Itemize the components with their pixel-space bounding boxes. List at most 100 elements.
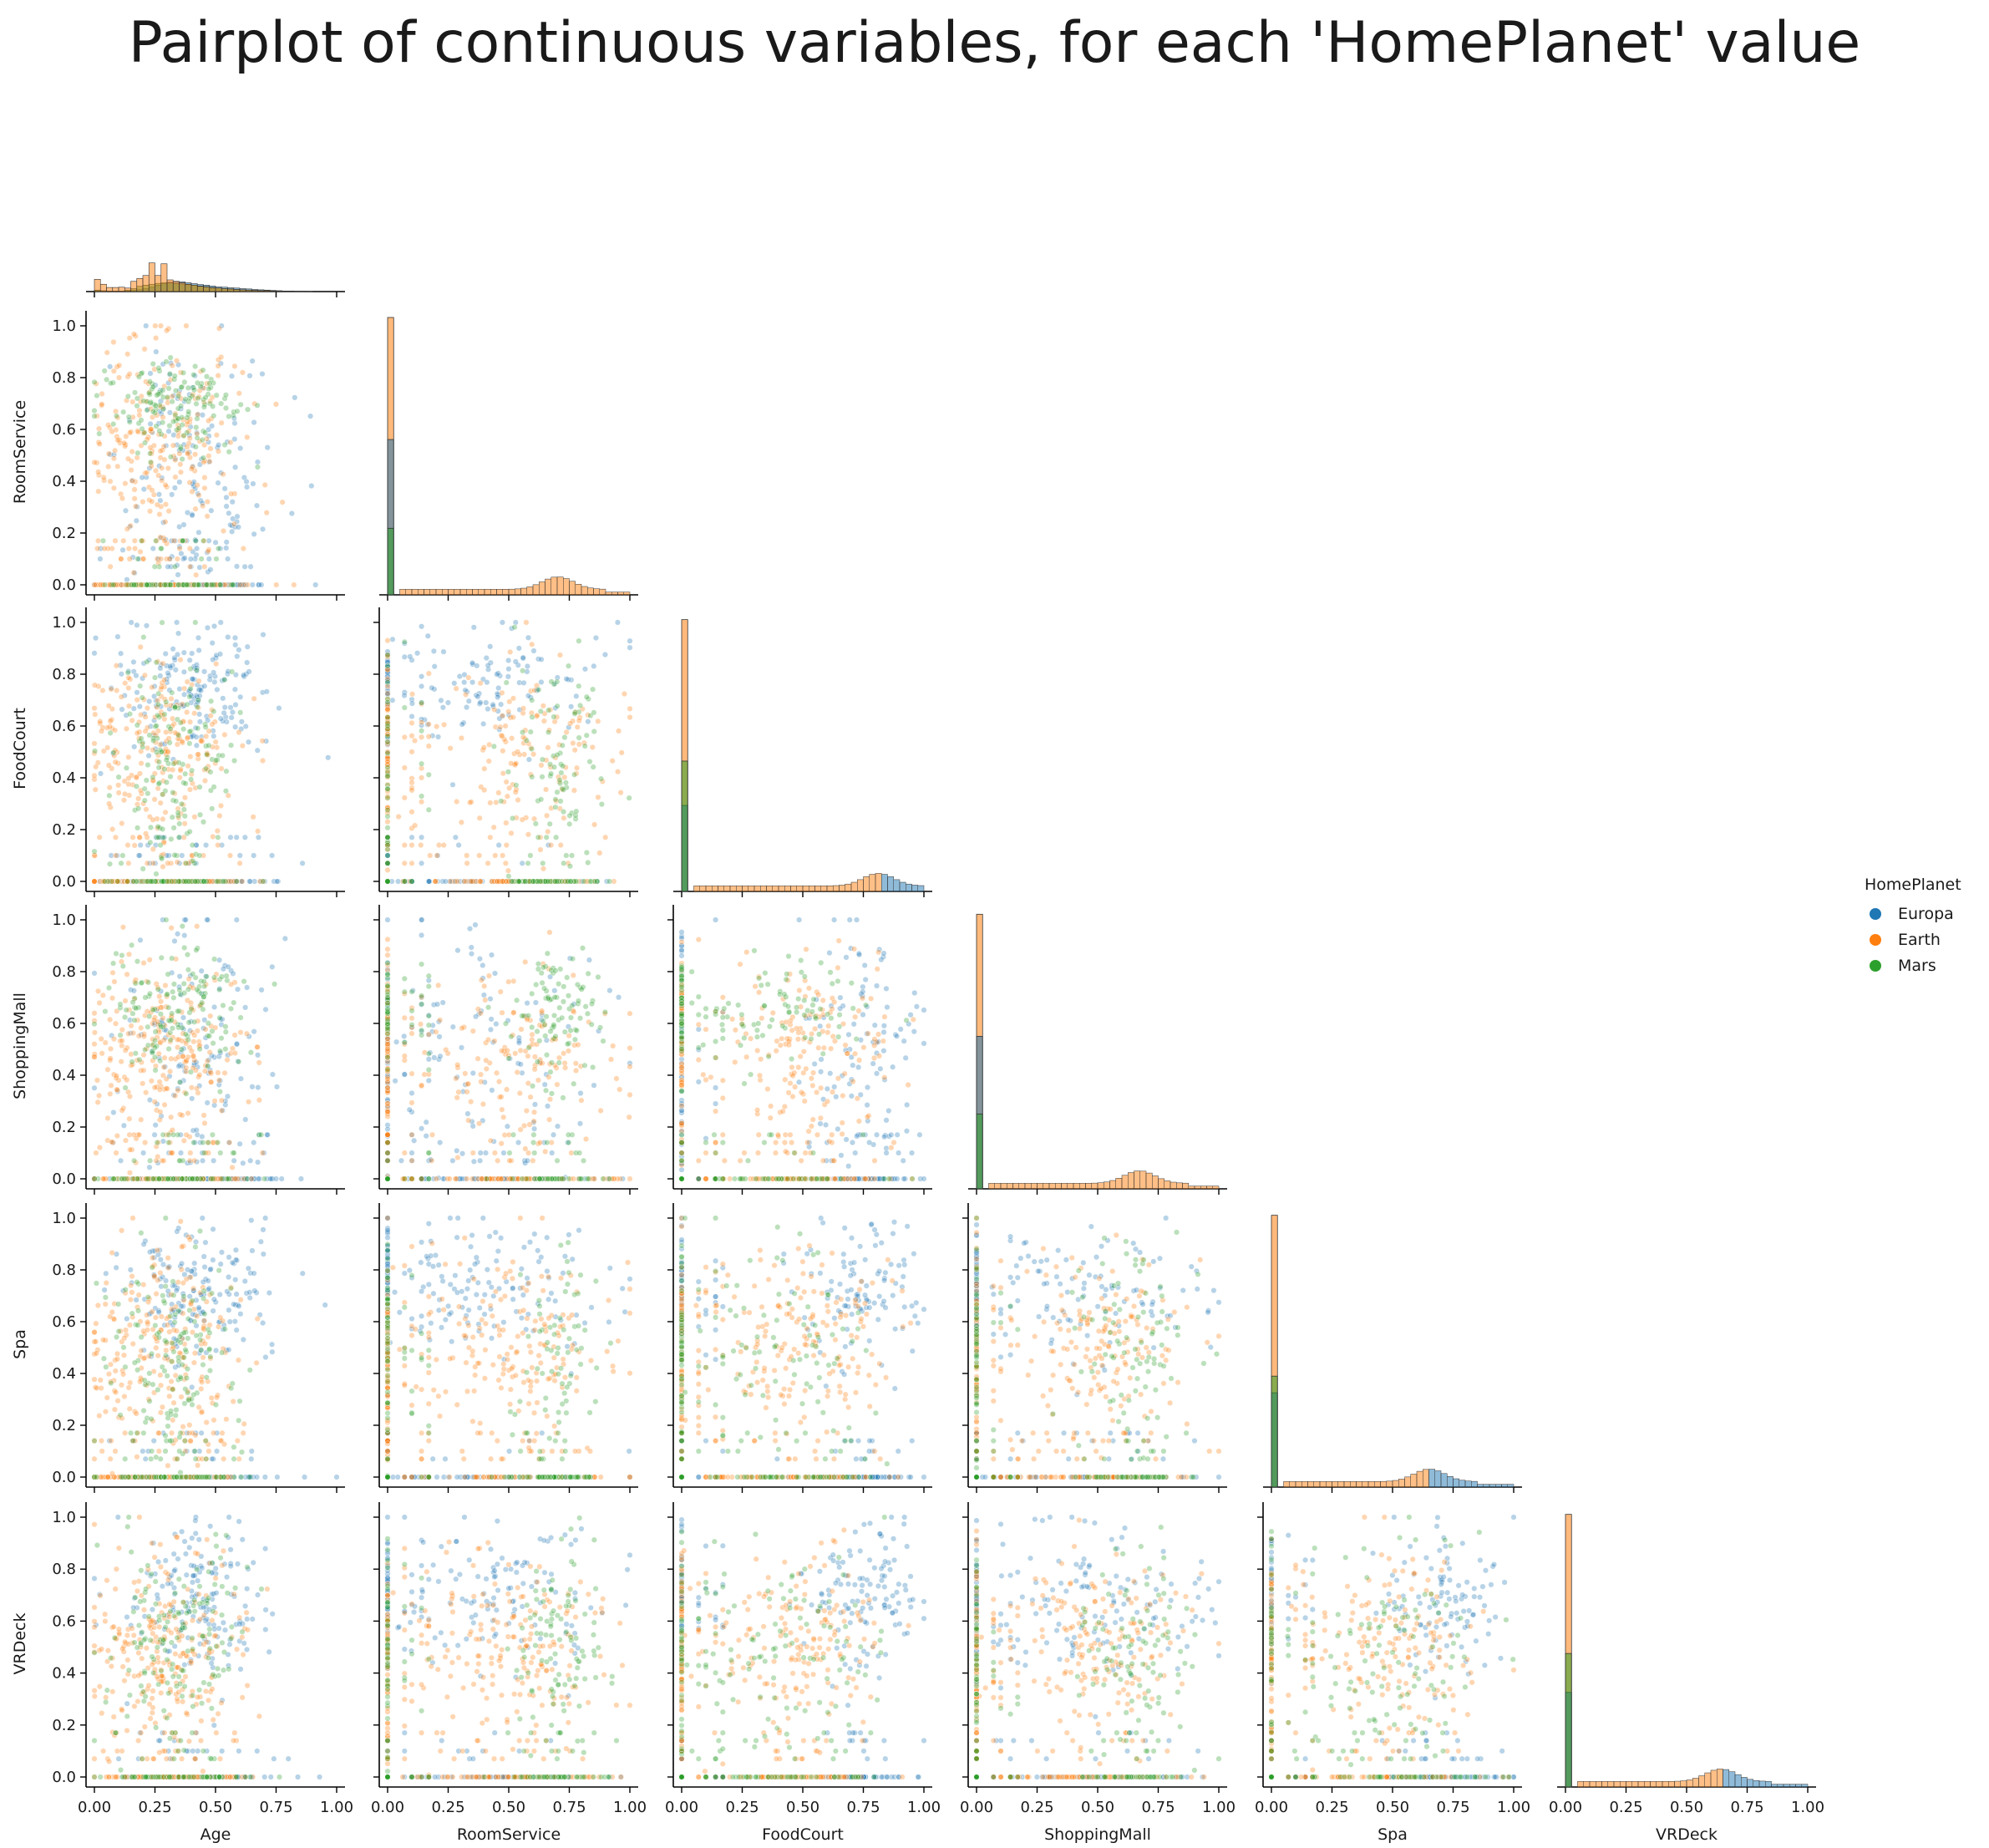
scatter-point [174, 358, 180, 364]
scatter-point [195, 678, 202, 684]
scatter-point [218, 353, 225, 360]
scatter-point [200, 537, 206, 544]
scatter-point [135, 795, 142, 802]
scatter-point [384, 1075, 391, 1082]
scatter-point [260, 878, 266, 885]
scatter-point [135, 852, 142, 859]
scatter-point [91, 581, 98, 588]
scatter-point [269, 852, 276, 859]
scatter-point [176, 1157, 183, 1164]
scatter-point [128, 1023, 134, 1029]
scatter-point [200, 993, 207, 1000]
scatter-point [170, 537, 177, 544]
scatter-point [236, 729, 242, 736]
scatter-point [458, 734, 464, 741]
scatter-point [232, 642, 239, 648]
scatter-point [542, 1033, 549, 1039]
scatter-point [205, 916, 211, 923]
scatter-point [468, 878, 474, 885]
y-axis-label: RoomService [11, 400, 29, 504]
scatter-point [125, 1030, 132, 1037]
scatter-point [143, 830, 150, 837]
scatter-point [222, 404, 229, 411]
scatter-point [425, 743, 432, 749]
scatter-point [741, 1150, 748, 1156]
scatter-point [102, 1039, 109, 1046]
scatter-point [477, 680, 484, 687]
scatter-point [225, 963, 231, 970]
scatter-point [469, 679, 476, 686]
scatter-point [461, 679, 468, 686]
scatter-point [152, 1028, 159, 1035]
scatter-point [554, 703, 561, 709]
scatter-point [208, 698, 215, 704]
scatter-point [131, 581, 138, 588]
scatter-point [211, 669, 217, 676]
scatter-point [395, 878, 402, 885]
scatter-point [157, 800, 164, 806]
scatter-point [874, 982, 880, 989]
scatter-point [157, 322, 164, 329]
scatter-point [203, 373, 210, 380]
scatter-point [384, 960, 391, 967]
scatter-point [384, 825, 391, 831]
scatter-point [158, 1023, 165, 1030]
scatter-point [251, 1140, 257, 1146]
scatter-point [843, 954, 850, 961]
scatter-point [911, 1028, 917, 1035]
scatter-point [487, 1026, 494, 1033]
scatter-point [864, 1102, 870, 1109]
scatter-point [169, 491, 175, 498]
scatter-point [119, 1107, 125, 1114]
scatter-point [200, 1157, 206, 1164]
scatter-point [243, 478, 250, 485]
scatter-point [255, 1084, 261, 1091]
scatter-point [164, 393, 170, 400]
scatter-point [408, 988, 415, 995]
scatter-point [469, 951, 475, 957]
scatter-point [91, 1041, 98, 1048]
scatter-point [195, 697, 201, 703]
scatter-point [617, 789, 624, 796]
scatter-point [538, 656, 545, 663]
scatter-point [106, 792, 113, 799]
scatter-point [95, 987, 102, 994]
scatter-point [414, 650, 421, 657]
scatter-point [101, 878, 108, 885]
scatter-point [226, 1140, 233, 1146]
scatter-point [143, 777, 150, 784]
scatter-point [209, 423, 216, 429]
scatter-point [180, 668, 187, 675]
y-axis-label: VRDeck [11, 1613, 29, 1675]
scatter-point [155, 824, 161, 830]
scatter-point [543, 834, 550, 840]
scatter-point [201, 778, 208, 784]
scatter-point [188, 1084, 195, 1091]
scatter-point [606, 1175, 613, 1182]
scatter-point [143, 322, 150, 329]
scatter-point [237, 401, 244, 408]
scatter-point [500, 1150, 507, 1156]
scatter-point [114, 463, 121, 470]
scatter-point [549, 1150, 556, 1156]
scatter-point [435, 982, 442, 988]
scatter-point [523, 737, 530, 744]
scatter-point [787, 1080, 794, 1087]
scatter-point [526, 1121, 533, 1128]
scatter-point [401, 1150, 408, 1156]
scatter-point [597, 1024, 604, 1031]
scatter-point [152, 322, 159, 329]
scatter-point [850, 1021, 857, 1028]
scatter-point [151, 1084, 158, 1091]
scatter-point [116, 374, 123, 381]
scatter-point [574, 764, 581, 771]
scatter-point [165, 428, 172, 434]
scatter-point [506, 784, 513, 791]
scatter-point [142, 1047, 149, 1053]
scatter-point [145, 762, 151, 769]
scatter-point [485, 663, 491, 669]
scatter-point [184, 429, 190, 436]
x-tick-label: 1.00 [320, 1799, 353, 1816]
scatter-point [418, 1021, 424, 1028]
scatter-point [384, 723, 391, 729]
